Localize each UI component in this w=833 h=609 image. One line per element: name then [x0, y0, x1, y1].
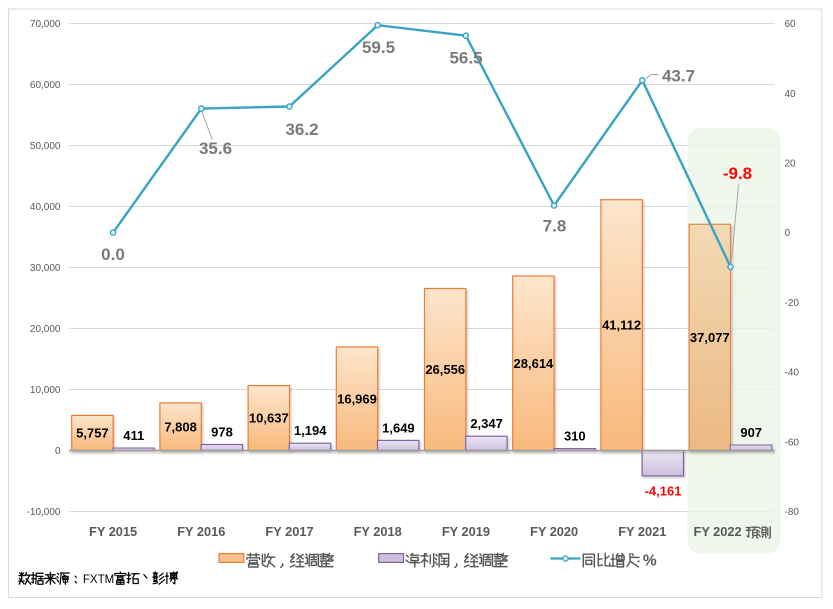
svg-text:30,000: 30,000 — [30, 263, 61, 274]
svg-text:FY 2017: FY 2017 — [265, 524, 313, 539]
svg-text:-20: -20 — [785, 298, 800, 309]
svg-text:310: 310 — [564, 429, 586, 444]
svg-text:1,194: 1,194 — [294, 423, 327, 438]
svg-text:35.6: 35.6 — [199, 139, 232, 158]
svg-text:-80: -80 — [785, 507, 800, 518]
svg-text:978: 978 — [211, 424, 233, 439]
svg-text:1,649: 1,649 — [382, 420, 415, 435]
svg-text:40: 40 — [785, 89, 797, 100]
svg-text:2,347: 2,347 — [470, 416, 503, 431]
svg-text:-40: -40 — [785, 368, 800, 379]
svg-text:16,969: 16,969 — [337, 391, 377, 406]
svg-text:-60: -60 — [785, 437, 800, 448]
svg-text:20: 20 — [785, 159, 797, 170]
svg-text:43.7: 43.7 — [662, 67, 695, 86]
svg-text:-9.8: -9.8 — [723, 164, 752, 183]
svg-text:907: 907 — [740, 425, 762, 440]
svg-text:FY 2021: FY 2021 — [618, 524, 666, 539]
svg-text:FY 2018: FY 2018 — [354, 524, 402, 539]
svg-text:FY 2022: FY 2022 — [694, 524, 742, 539]
svg-text:59.5: 59.5 — [362, 38, 395, 57]
svg-text:40,000: 40,000 — [30, 202, 61, 213]
svg-text:70,000: 70,000 — [30, 19, 61, 30]
svg-text:0: 0 — [785, 228, 791, 239]
svg-text:20,000: 20,000 — [30, 324, 61, 335]
svg-text:28,614: 28,614 — [514, 356, 555, 371]
svg-text:FY 2015: FY 2015 — [89, 524, 137, 539]
svg-text:36.2: 36.2 — [285, 120, 318, 139]
svg-text:26,556: 26,556 — [425, 362, 465, 377]
svg-text:50,000: 50,000 — [30, 141, 61, 152]
svg-text:60,000: 60,000 — [30, 80, 61, 91]
svg-text:10,000: 10,000 — [30, 385, 61, 396]
svg-text:0: 0 — [55, 446, 61, 457]
svg-text:7.8: 7.8 — [543, 217, 567, 236]
svg-text:FY 2016: FY 2016 — [177, 524, 225, 539]
svg-text:-4,161: -4,161 — [645, 484, 682, 499]
svg-text:0.0: 0.0 — [101, 245, 125, 264]
svg-text:10,637: 10,637 — [249, 411, 289, 426]
svg-text:-10,000: -10,000 — [27, 507, 61, 518]
svg-text:%: % — [643, 552, 657, 569]
svg-text:FY 2019: FY 2019 — [442, 524, 490, 539]
svg-text:FY 2020: FY 2020 — [530, 524, 578, 539]
svg-text:37,077: 37,077 — [690, 330, 730, 345]
svg-text:7,808: 7,808 — [164, 419, 197, 434]
svg-text:FXTM: FXTM — [83, 574, 114, 586]
svg-text:411: 411 — [123, 428, 144, 443]
svg-text:60: 60 — [785, 19, 797, 30]
svg-text:56.5: 56.5 — [449, 49, 482, 68]
svg-text:41,112: 41,112 — [602, 318, 641, 333]
svg-text:5,757: 5,757 — [76, 426, 109, 441]
